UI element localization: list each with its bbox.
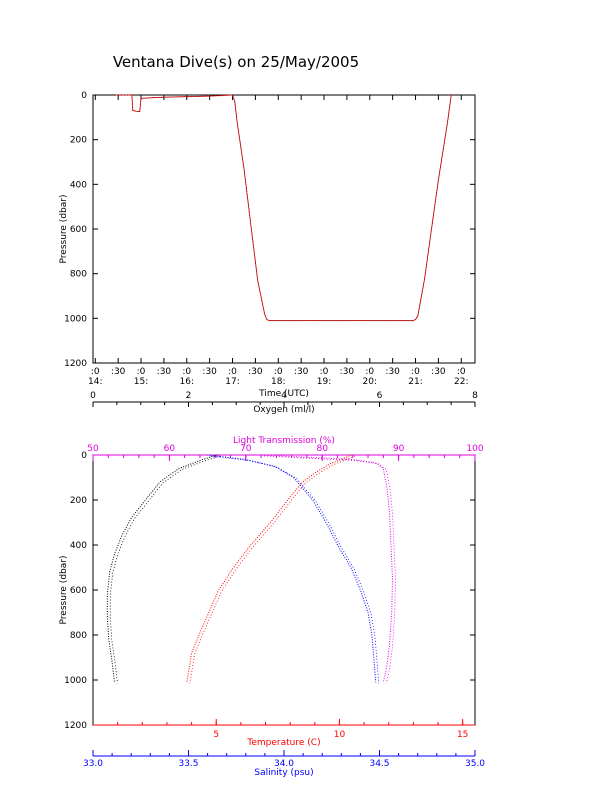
dive-profile-x-tick-label: :0 [182, 367, 191, 377]
oxygen-axis-label: Oxygen (ml/l) [253, 405, 314, 415]
cast-profile-y-tick-label: 800 [70, 631, 87, 641]
dive-profile-x-tick-label: :0 [91, 367, 100, 377]
salinity-axis-tick-label: 33.5 [178, 759, 198, 769]
dive-profile-y-tick-label: 1200 [64, 359, 87, 369]
dive-profile-x-hour-label: 17: [225, 377, 239, 387]
oxygen-axis-tick-label: 0 [90, 391, 96, 401]
dive-profile-x-hour-label: 19: [317, 377, 331, 387]
dive-profile-y-tick-label: 600 [70, 225, 87, 235]
oxygen-profile [106, 454, 218, 683]
cast-profile-y-tick-label: 200 [70, 496, 87, 506]
temperature-axis-label: Temperature (C) [246, 738, 320, 748]
dive-profile-x-tick-label: :0 [320, 367, 329, 377]
dive-profile-x-tick-label: :30 [202, 367, 217, 377]
temperature-axis-tick-label: 15 [457, 730, 468, 740]
dive-profile-x-tick-label: :30 [340, 367, 355, 377]
dive-profile-x-tick-label: :0 [411, 367, 420, 377]
salinity-profile [207, 454, 377, 683]
salinity-axis-label: Salinity (psu) [254, 768, 313, 778]
dive-profile-x-tick-label: :0 [457, 367, 466, 377]
dive-profile-x-label: Time (UTC) [258, 389, 309, 399]
dive-profile-x-tick-label: :30 [157, 367, 172, 377]
dive-profile-x-tick-label: :0 [228, 367, 237, 377]
dive-profile-x-tick-label: :30 [385, 367, 400, 377]
dive-profile-x-tick-label: :30 [111, 367, 126, 377]
dive-profile-y-tick-label: 400 [70, 180, 87, 190]
salinity-axis-tick-label: 33.0 [83, 759, 103, 769]
dive-profile-x-tick-label: :30 [294, 367, 309, 377]
light-transmission-profile [261, 454, 394, 683]
light-transmission-axis-tick-label: 90 [393, 444, 405, 454]
cast-profile-axes: 0 200 400 600 800 1000 1200 0 2 4 6 8 50 60 70 80 90 100 5… [64, 391, 485, 769]
dive-profile-series [115, 94, 452, 322]
oxygen-axis-tick-label: 4 [281, 391, 287, 401]
dive-profile-x-tick-label: :0 [365, 367, 374, 377]
oxygen-profile-upcast [109, 455, 221, 684]
dive-profile-x-hour-label: 15: [134, 377, 148, 387]
dive-profile-track [115, 94, 452, 322]
dive-profile-y-tick-label: 200 [70, 136, 87, 146]
cast-profile-chart: 0 200 400 600 800 1000 1200 0 2 4 6 8 50 60 70 80 90 100 5… [59, 391, 485, 778]
cast-profile-y-label: Pressure (dbar) [59, 556, 69, 625]
salinity-axis-tick-label: 35.0 [465, 759, 485, 769]
temperature-profile [186, 454, 352, 683]
cast-profile-y-tick-label: 600 [70, 586, 87, 596]
dive-profile-x-hour-label: 22: [454, 377, 468, 387]
light-transmission-axis-tick-label: 70 [240, 444, 252, 454]
dive-profile-y-tick-label: 0 [81, 91, 87, 101]
dive-profile-y-tick-label: 1000 [64, 314, 87, 324]
temperature-axis-tick-label: 5 [213, 730, 219, 740]
light-transmission-profile-upcast [264, 455, 396, 684]
dive-profile-chart: 0 200 400 600 800 1000 1200 :0 :30 :0 :30 :0 :30 :0 :3… [59, 91, 476, 399]
cast-profile-y-tick-label: 1000 [64, 676, 87, 686]
dive-profile-x-hour-label: 16: [180, 377, 194, 387]
dive-profile-x-hour-label: 18: [271, 377, 285, 387]
dive-profile-axes: 0 200 400 600 800 1000 1200 :0 :30 :0 :30 :0 :30 :0 :3… [64, 91, 475, 387]
page-title: Ventana Dive(s) on 25/May/2005 [113, 53, 359, 71]
dive-profile-x-tick-label: :30 [248, 367, 263, 377]
light-transmission-axis-label: Light Transmission (%) [233, 436, 335, 446]
temperature-axis-tick-label: 10 [334, 730, 346, 740]
dive-profile-track-shadow [115, 94, 452, 321]
salinity-profile-upcast [210, 455, 380, 684]
cast-profile-plot-frame [92, 454, 476, 726]
dive-profile-plot-frame [92, 94, 476, 364]
oxygen-axis-tick-label: 6 [377, 391, 383, 401]
cast-profile-y-tick-label: 1200 [64, 721, 87, 731]
oxygen-axis-tick-label: 2 [186, 391, 192, 401]
temperature-profile-upcast [189, 455, 355, 684]
dive-profile-y-tick-label: 800 [70, 270, 87, 280]
light-transmission-axis-tick-label: 100 [466, 444, 483, 454]
dive-profile-x-hour-label: 21: [408, 377, 422, 387]
salinity-axis-tick-label: 34.0 [274, 759, 294, 769]
dive-profile-y-label: Pressure (dbar) [59, 195, 69, 264]
dive-profile-x-tick-label: :0 [137, 367, 146, 377]
light-transmission-axis-tick-label: 60 [164, 444, 176, 454]
dive-profile-x-hour-label: 20: [363, 377, 377, 387]
dive-profile-x-tick-label: :30 [431, 367, 446, 377]
cast-profile-y-tick-label: 0 [81, 451, 87, 461]
dive-profile-x-hour-label: 14: [88, 377, 102, 387]
light-transmission-axis-tick-label: 50 [87, 444, 99, 454]
cast-profile-series [106, 454, 396, 684]
dive-profile-x-tick-label: :0 [274, 367, 283, 377]
oxygen-axis-tick-label: 8 [472, 391, 478, 401]
light-transmission-axis-tick-label: 80 [316, 444, 328, 454]
salinity-axis-tick-label: 34.5 [369, 759, 389, 769]
cast-profile-y-tick-label: 400 [70, 541, 87, 551]
